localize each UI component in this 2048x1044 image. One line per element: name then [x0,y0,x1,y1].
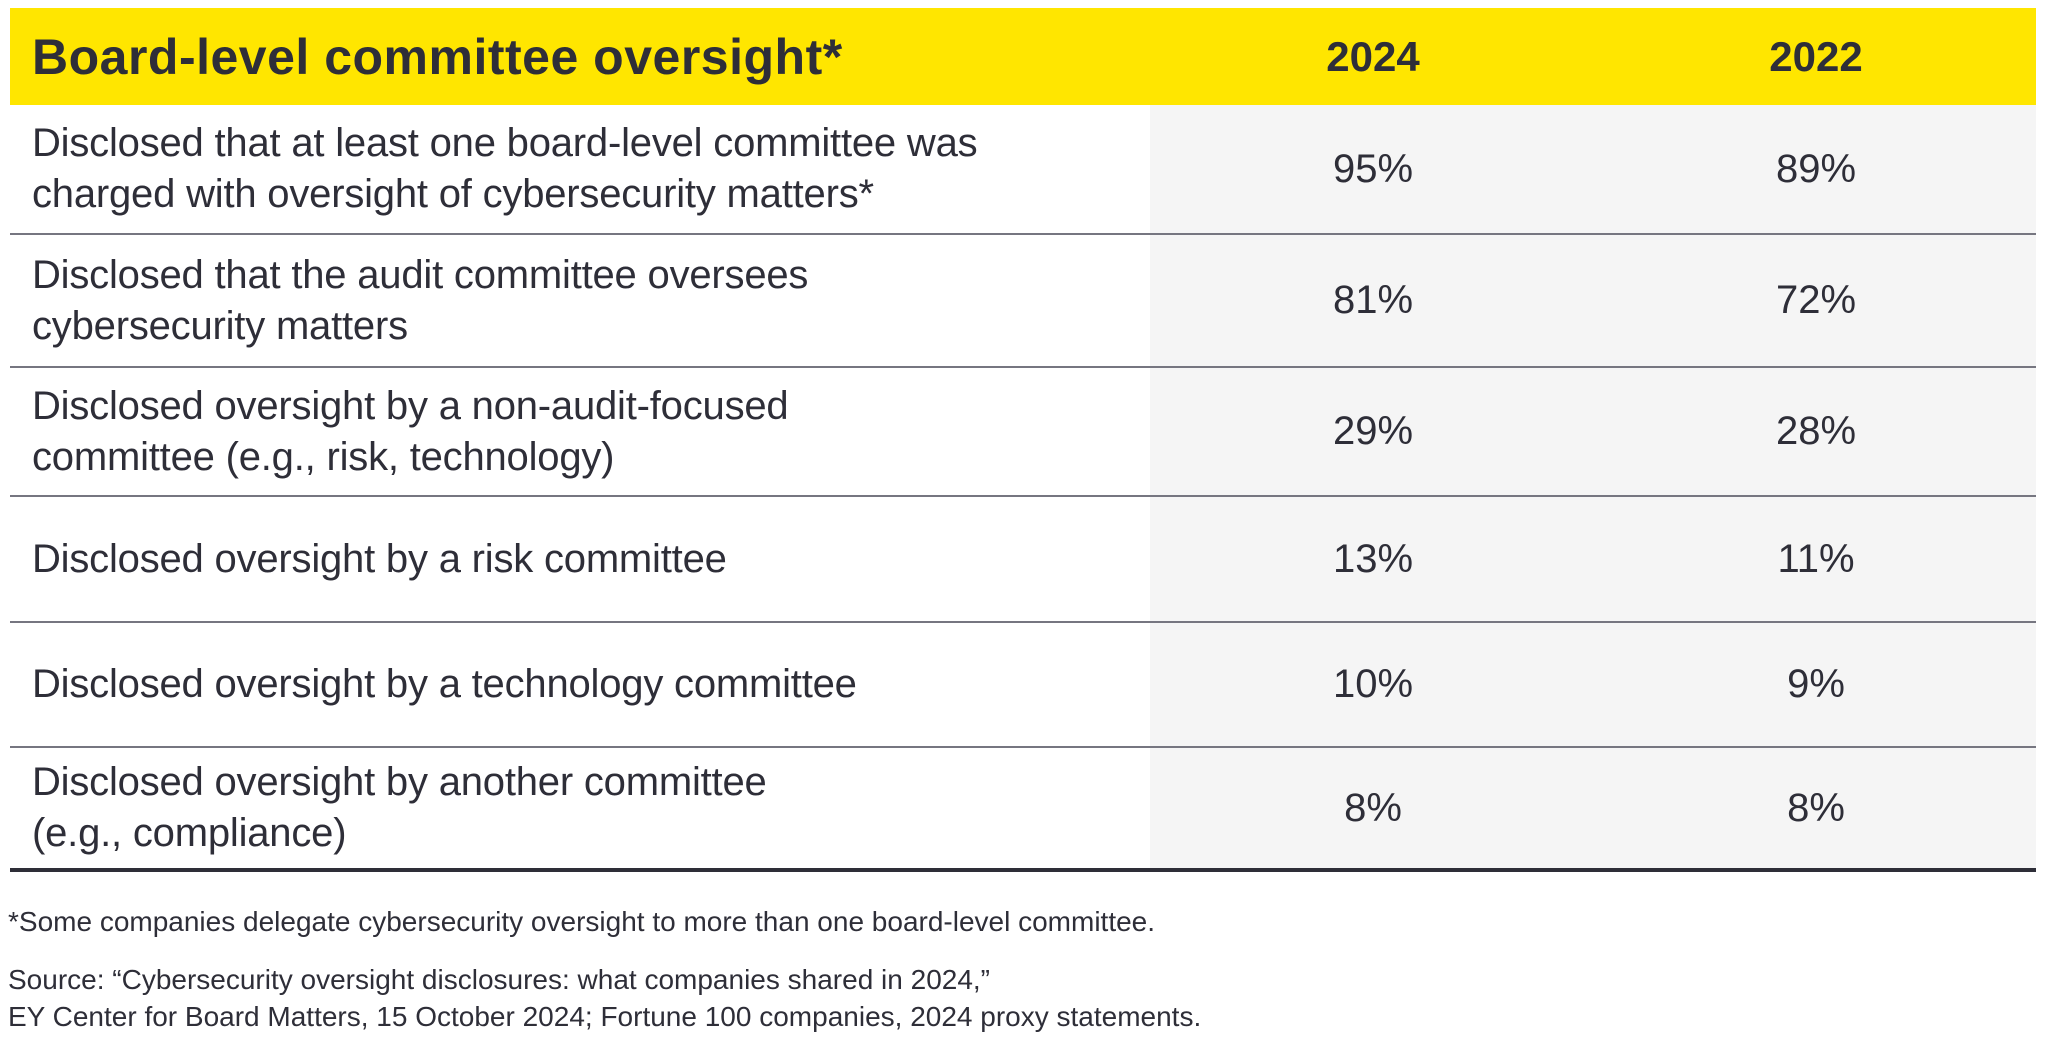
table-row: Disclosed oversight by a risk committee … [10,497,2036,623]
footnote-asterisk: *Some companies delegate cybersecurity o… [8,906,1156,937]
row-label-line: Disclosed oversight by a technology comm… [32,662,857,706]
value-2022-cell: 72% [1596,235,2036,366]
footnote-source: Source: “Cybersecurity oversight disclos… [8,961,2008,1035]
row-label: Disclosed oversight by a risk committee [10,534,1150,585]
table-row: Disclosed that at least one board-level … [10,105,2036,235]
source-line-2: EY Center for Board Matters, 15 October … [8,1001,1202,1032]
value-2022-cell: 89% [1596,105,2036,233]
value-2022-cell: 8% [1596,748,2036,868]
table-title-cell: Board-level committee oversight* [10,28,1150,86]
table-row: Disclosed oversight by a technology comm… [10,623,2036,748]
value-2024-cell: 29% [1150,368,1596,495]
value-2024-cell: 8% [1150,748,1596,868]
value-2024-cell: 10% [1150,623,1596,746]
column-header-2022: 2022 [1769,32,1863,80]
value-2022-cell: 9% [1596,623,2036,746]
footnotes: *Some companies delegate cybersecurity o… [8,905,2008,1035]
table-row: Disclosed oversight by a non-audit-focus… [10,368,2036,497]
row-label: Disclosed that at least one board-level … [10,118,1150,220]
row-label-line: committee (e.g., risk, technology) [32,434,615,479]
row-label-line: charged with oversight of cybersecurity … [32,172,874,216]
oversight-table: Board-level committee oversight* 2024 20… [10,8,2036,872]
row-label: Disclosed that the audit committee overs… [10,250,1150,352]
value-2022-cell: 28% [1596,368,2036,495]
value-2024-cell: 13% [1150,497,1596,621]
row-label-line: Disclosed that at least one board-level … [32,121,978,165]
table-row: Disclosed that the audit committee overs… [10,235,2036,368]
table-row: Disclosed oversight by another committee… [10,748,2036,872]
table-title: Board-level committee oversight* [32,28,843,85]
source-line-1: Source: “Cybersecurity oversight disclos… [8,964,991,995]
value-2024-cell: 95% [1150,105,1596,233]
row-label-line: cybersecurity matters [32,303,408,348]
row-label: Disclosed oversight by a technology comm… [10,659,1150,710]
row-label: Disclosed oversight by a non-audit-focus… [10,381,1150,483]
row-label-line: Disclosed that the audit committee overs… [32,252,809,297]
row-label-line: Disclosed oversight by a non-audit-focus… [32,383,789,428]
row-label-line: Disclosed oversight by another committee [32,760,767,804]
value-2022-cell: 11% [1596,497,2036,621]
table-header-row: Board-level committee oversight* 2024 20… [10,8,2036,105]
column-header-2024: 2024 [1326,32,1420,80]
row-label-line: Disclosed oversight by a risk committee [32,536,727,581]
row-label: Disclosed oversight by another committee… [10,757,1150,859]
row-label-line: (e.g., compliance) [32,811,347,855]
value-2024-cell: 81% [1150,235,1596,366]
